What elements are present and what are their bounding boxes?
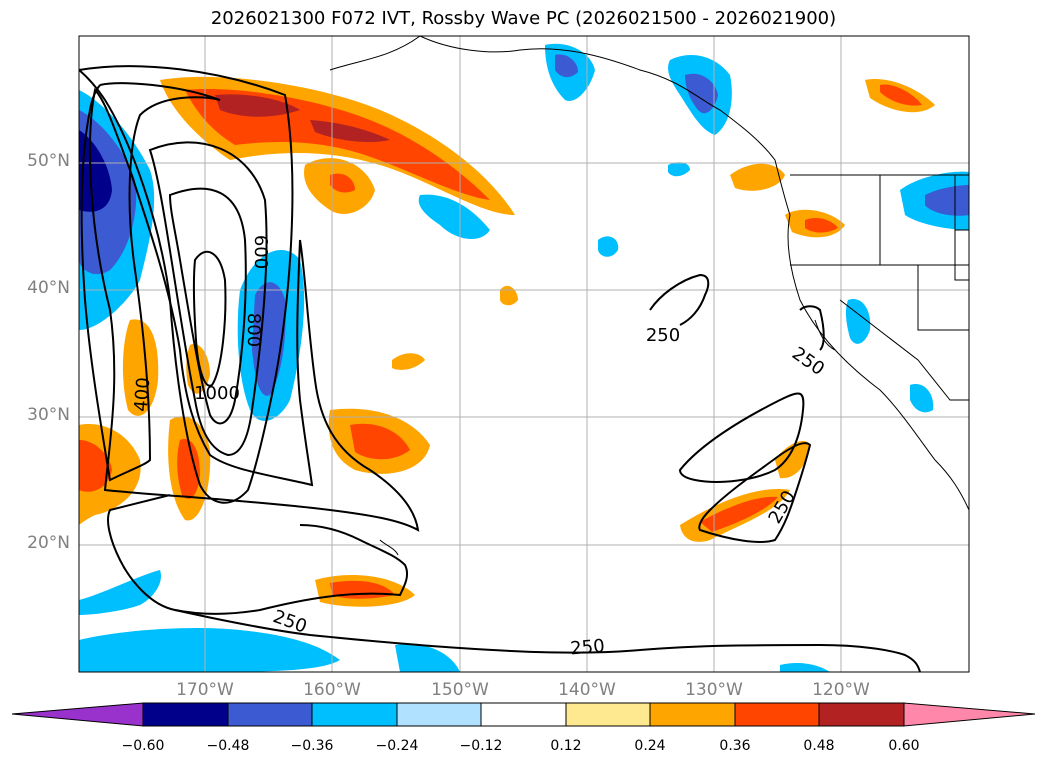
lon-label-140W: 140°W (558, 680, 616, 700)
lon-label-150W: 150°W (431, 680, 489, 700)
colorbar-tick: −0.24 (375, 738, 419, 754)
lon-label-130W: 130°W (685, 680, 743, 700)
map-frame (78, 35, 970, 673)
coastline (329, 36, 969, 556)
contour-label-400: 400 (131, 376, 155, 412)
colorbar-swatch (818, 702, 905, 727)
colorbar-tick: 0.48 (803, 738, 835, 754)
lon-label-170W: 170°W (176, 680, 234, 700)
colorbar-swatch (734, 702, 820, 727)
contour-label-600: 600 (250, 235, 271, 269)
contour-labels: 600 800 1000 400 250 250 250 250 250 (131, 235, 829, 660)
colorbar-swatch (396, 702, 482, 727)
colorbar-swatch (480, 702, 567, 727)
lat-label-40N: 40°N (27, 278, 70, 298)
grid-lines (79, 36, 969, 672)
map-title: 2026021300 F072 IVT, Rossby Wave PC (202… (210, 8, 837, 29)
colorbar-tick: −0.36 (290, 738, 334, 754)
shading-layer (79, 43, 969, 672)
colorbar-tick: 0.24 (634, 738, 666, 754)
lon-label-160W: 160°W (303, 680, 361, 700)
lat-label-50N: 50°N (27, 151, 70, 171)
colorbar-swatch (311, 702, 398, 727)
colorbar (11, 702, 1036, 727)
lat-label-30N: 30°N (27, 405, 70, 425)
colorbar-swatch (227, 702, 313, 727)
colorbar-tick: 0.60 (888, 738, 920, 754)
colorbar-tick: −0.12 (459, 738, 503, 754)
state-border (790, 174, 969, 401)
contour-label-1000: 1000 (194, 383, 240, 404)
colorbar-extend-min (11, 702, 144, 727)
colorbar-tick: −0.60 (121, 738, 165, 754)
contour-label-250-e: 250 (569, 636, 605, 660)
colorbar-swatch (142, 702, 229, 727)
colorbar-tick: −0.48 (206, 738, 250, 754)
colorbar-swatch (649, 702, 736, 727)
lon-label-120W: 120°W (812, 680, 870, 700)
contour-label-800: 800 (243, 313, 264, 347)
colorbar-tick: 0.36 (719, 738, 751, 754)
colorbar-swatch (565, 702, 651, 727)
contour-label-250-a: 250 (646, 325, 680, 346)
contour-label-250-d: 250 (270, 606, 309, 637)
colorbar-extend-max (903, 702, 1036, 727)
colorbar-tick: 0.12 (550, 738, 582, 754)
contour-line (79, 65, 921, 672)
lat-label-20N: 20°N (27, 533, 70, 553)
